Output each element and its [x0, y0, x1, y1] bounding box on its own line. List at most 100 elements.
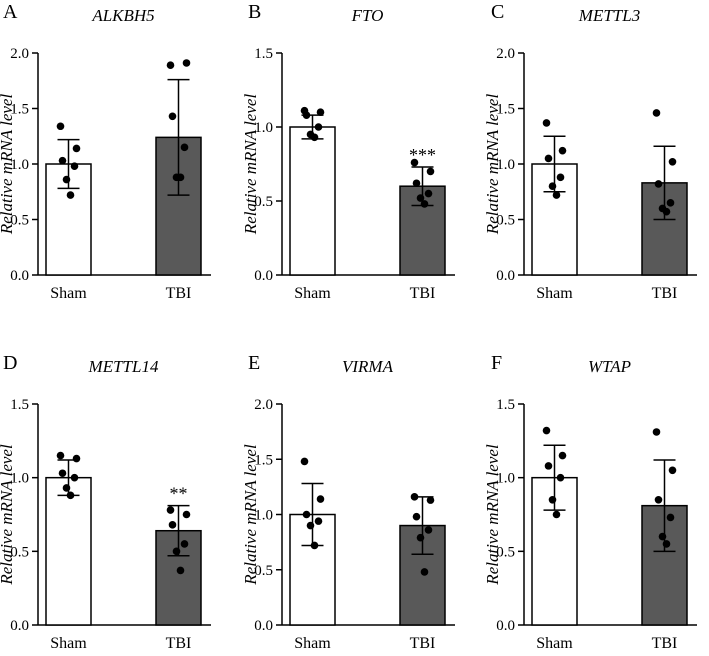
panel-letter-C: C: [491, 1, 504, 23]
data-point: [558, 146, 567, 155]
data-point: [662, 207, 671, 216]
x-tick-label: TBI: [410, 285, 436, 302]
bar-sham: [531, 163, 578, 276]
data-point: [542, 426, 551, 435]
y-tick-label: 1.0: [254, 120, 273, 136]
data-point: [662, 540, 671, 548]
data-point: [548, 182, 557, 190]
data-point: [412, 512, 421, 521]
y-tick-label: 1.0: [10, 157, 29, 173]
data-point: [62, 175, 71, 184]
panel-letter-A: A: [3, 1, 18, 23]
gene-title: ALKBH5: [91, 6, 154, 25]
data-point: [410, 493, 419, 501]
bar-tbi: [155, 136, 202, 276]
data-point: [56, 451, 65, 460]
y-tick-label: 1.5: [496, 397, 515, 413]
y-tick-label: 0.5: [10, 544, 29, 560]
data-point: [654, 495, 663, 504]
y-axis-label: Relative mRNA level: [483, 444, 502, 586]
data-point: [310, 541, 319, 550]
data-point: [658, 532, 667, 541]
y-tick-label: 1.0: [496, 471, 515, 487]
y-tick-label: 0.5: [10, 213, 29, 229]
y-tick-label: 1.5: [254, 452, 273, 468]
x-tick-label: Sham: [536, 285, 573, 302]
significance-marker: **: [170, 484, 188, 504]
data-point: [168, 112, 177, 121]
data-point: [72, 144, 81, 153]
data-point: [416, 533, 425, 542]
y-tick-label: 1.5: [254, 46, 273, 62]
data-point: [306, 521, 315, 530]
panel-letter-E: E: [248, 352, 260, 374]
x-tick-label: Sham: [294, 285, 331, 302]
data-point: [552, 191, 561, 199]
panel-letter-D: D: [3, 352, 17, 374]
data-point: [62, 484, 71, 492]
data-point: [302, 111, 311, 119]
data-point: [316, 495, 325, 503]
data-point: [654, 180, 663, 188]
data-point: [180, 540, 189, 548]
significance-marker: ***: [409, 145, 436, 165]
y-tick-label: 0.0: [254, 268, 273, 284]
data-point: [426, 496, 435, 504]
data-point: [544, 462, 553, 470]
data-point: [314, 123, 323, 131]
data-point: [66, 491, 75, 500]
y-tick-label: 0.0: [496, 268, 515, 284]
y-tick-label: 0.0: [10, 268, 29, 284]
data-point: [56, 122, 65, 131]
y-tick-label: 0.0: [254, 618, 273, 634]
data-point: [70, 473, 79, 482]
data-point: [58, 156, 67, 165]
data-point: [168, 521, 177, 529]
data-point: [652, 109, 661, 117]
y-tick-label: 1.5: [10, 397, 29, 413]
data-point: [166, 506, 175, 514]
data-point: [302, 510, 311, 519]
y-tick-label: 0.0: [10, 618, 29, 634]
data-point: [176, 566, 185, 575]
y-tick-label: 2.0: [10, 46, 29, 62]
panel-letter-B: B: [248, 1, 261, 23]
x-tick-label: TBI: [652, 285, 678, 302]
gene-title: VIRMA: [342, 357, 394, 376]
data-point: [544, 154, 553, 163]
gene-title: WTAP: [588, 357, 631, 376]
data-point: [652, 428, 661, 436]
data-point: [552, 510, 561, 519]
bar-sham: [45, 476, 92, 626]
data-point: [70, 162, 79, 171]
gene-title: METTL3: [578, 6, 640, 25]
y-axis-label: Relative mRNA level: [241, 94, 260, 236]
data-point: [310, 133, 319, 142]
gene-title: FTO: [351, 6, 384, 25]
data-point: [72, 454, 81, 463]
y-tick-label: 0.5: [496, 213, 515, 229]
panel-letter-F: F: [491, 352, 502, 374]
x-tick-label: Sham: [50, 635, 87, 652]
data-point: [666, 513, 675, 522]
y-tick-label: 2.0: [254, 397, 273, 413]
data-point: [314, 517, 323, 525]
data-point: [420, 200, 429, 208]
data-point: [542, 119, 551, 127]
data-point: [172, 547, 181, 556]
y-tick-label: 1.5: [10, 102, 29, 118]
data-point: [410, 158, 419, 167]
data-point: [558, 451, 567, 460]
data-point: [166, 61, 175, 70]
y-axis-label: Relative mRNA level: [241, 444, 260, 586]
data-point: [548, 495, 557, 504]
y-tick-label: 1.0: [254, 508, 273, 524]
x-tick-label: Sham: [294, 635, 331, 652]
data-point: [668, 157, 677, 166]
data-point: [668, 466, 677, 475]
data-point: [58, 469, 67, 478]
data-point: [666, 199, 675, 207]
y-tick-label: 1.0: [10, 471, 29, 487]
data-point: [424, 526, 433, 534]
